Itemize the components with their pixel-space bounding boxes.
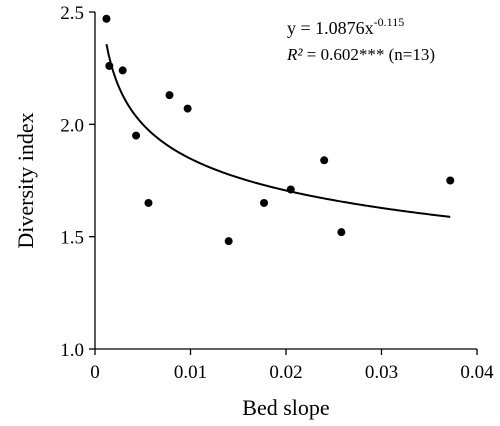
- y-tick-label: 2.0: [60, 115, 84, 136]
- data-point: [224, 237, 233, 246]
- y-tick-label: 2.5: [60, 3, 84, 24]
- x-ticks: 0 0.01 0.02 0.03 0.04: [90, 349, 494, 383]
- power-trendline: [105, 43, 451, 218]
- data-point: [102, 14, 111, 23]
- data-point: [446, 176, 455, 185]
- r-squared-annotation: R² = 0.602*** (n=13): [286, 45, 435, 64]
- data-point: [320, 156, 329, 165]
- data-point: [183, 104, 192, 113]
- equation-main: y = 1.0876x: [287, 18, 374, 38]
- y-tick-label: 1.5: [60, 228, 84, 249]
- r-squared-value: = 0.602*** (n=13): [302, 45, 435, 64]
- equation-exponent: -0.115: [374, 15, 405, 29]
- data-points: [102, 14, 455, 246]
- data-point: [260, 198, 269, 207]
- data-point: [132, 131, 141, 140]
- data-point: [144, 198, 153, 207]
- y-axis-title: Diversity index: [13, 112, 38, 248]
- equation-annotation: y = 1.0876x-0.115: [287, 15, 404, 38]
- x-tick-label: 0.03: [365, 362, 398, 383]
- x-axis-title: Bed slope: [242, 395, 329, 420]
- data-point: [105, 61, 114, 70]
- data-point: [118, 66, 127, 75]
- r-squared-label: R²: [286, 45, 303, 64]
- data-point: [286, 185, 295, 194]
- data-point: [165, 91, 174, 100]
- x-tick-label: 0.02: [269, 362, 302, 383]
- x-tick-label: 0: [90, 362, 100, 383]
- data-point: [337, 228, 346, 237]
- y-ticks: 1.0 1.5 2.0 2.5: [60, 3, 95, 361]
- y-tick-label: 1.0: [60, 340, 84, 361]
- x-tick-label: 0.01: [174, 362, 207, 383]
- x-tick-label: 0.04: [460, 362, 494, 383]
